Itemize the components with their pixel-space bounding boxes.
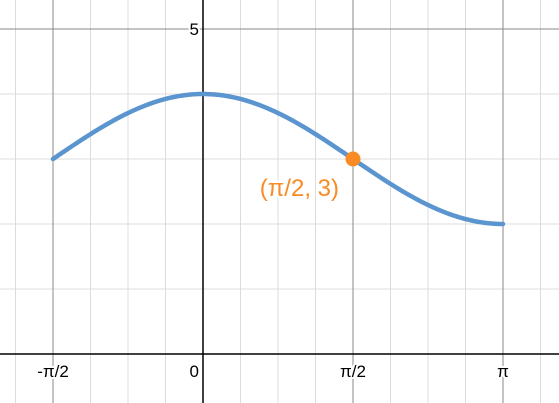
point-label: (π/2, 3) [260,175,339,202]
curve-layer [50,91,506,227]
point-marker [345,151,361,167]
label-layer: -π/2 0 π/2 π 5 (π/2, 3) [35,18,511,383]
x-tick-label: 0 [190,362,199,381]
x-tick-label: -π/2 [37,362,69,381]
x-tick-label: π/2 [340,362,366,381]
y-tick-label: 5 [190,20,199,39]
function-curve [50,91,506,227]
x-tick-label: π [497,362,509,381]
point-layer [345,151,361,167]
